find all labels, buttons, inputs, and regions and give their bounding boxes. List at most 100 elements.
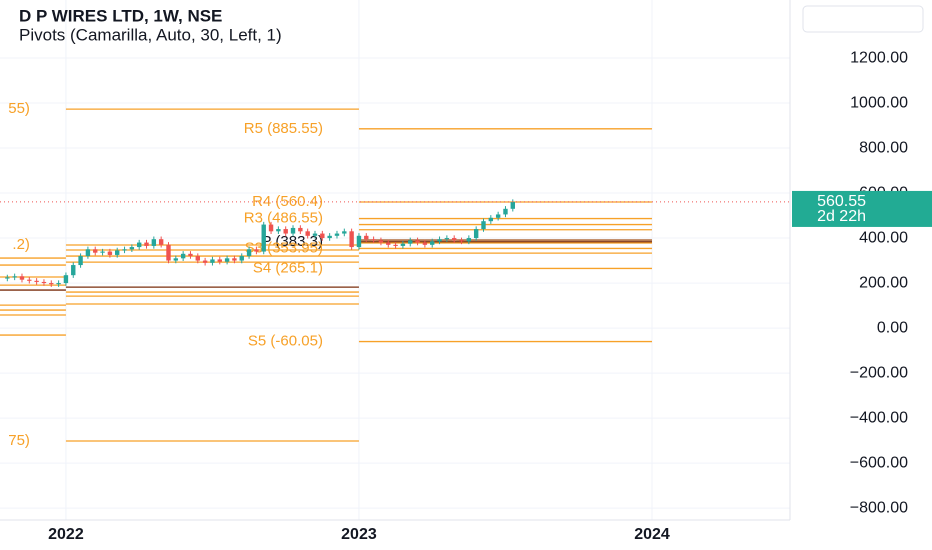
candle-body <box>437 239 442 242</box>
candle-body <box>173 258 179 261</box>
candle-body <box>122 249 127 251</box>
candle-body <box>144 242 149 246</box>
candle-body <box>400 243 406 246</box>
candle-body <box>5 277 10 279</box>
candle-body <box>422 242 428 245</box>
candle-body <box>210 259 215 263</box>
pivot-label: R5 (885.55) <box>244 120 323 137</box>
candle-body <box>290 227 296 234</box>
chart-subtitle: Pivots (Camarilla, Auto, 30, Left, 1) <box>19 25 282 44</box>
y-tick-label: −800.00 <box>850 499 908 516</box>
y-tick-label: 1000.00 <box>850 94 908 111</box>
candle-body <box>283 229 288 234</box>
candle-body <box>386 242 391 245</box>
candle-body <box>444 238 450 240</box>
candle-body <box>254 249 259 252</box>
grid-layer <box>0 0 790 520</box>
candle-body <box>27 279 32 281</box>
candle-body <box>224 258 230 262</box>
y-tick-label: 1200.00 <box>850 49 908 66</box>
candle-body <box>239 256 244 261</box>
candle-body <box>166 244 171 261</box>
candle-body <box>41 281 47 284</box>
candle-body <box>415 240 420 243</box>
candle-body <box>298 227 303 232</box>
candle-body <box>408 240 413 244</box>
candle-body <box>195 256 200 261</box>
candle-body <box>100 251 105 253</box>
candle-body <box>342 231 347 234</box>
chart-title: D P WIRES LTD, 1W, NSE <box>19 6 222 25</box>
candle-body <box>378 240 384 243</box>
candle-body <box>136 242 142 248</box>
candle-body <box>268 224 274 232</box>
candle-body <box>12 276 17 278</box>
candle-body <box>459 240 464 242</box>
candle-body <box>49 283 54 285</box>
countdown-label: 2d 22h <box>817 208 866 225</box>
pivot-label: S4 (265.1) <box>253 259 323 276</box>
candle-body <box>115 250 120 255</box>
y-tick-label: 200.00 <box>859 274 908 291</box>
candle-body <box>320 233 325 239</box>
candle-body <box>71 265 76 276</box>
candle-body <box>305 231 310 236</box>
pivot-label: 75) <box>8 432 30 449</box>
y-tick-label: 0.00 <box>877 319 908 336</box>
pivot-label: S5 (-60.05) <box>248 333 323 350</box>
candle-body <box>217 259 222 262</box>
search-box[interactable] <box>802 5 924 33</box>
y-tick-label: 800.00 <box>859 139 908 156</box>
candle-body <box>276 229 281 232</box>
pivot-label: R3 (486.55) <box>244 210 323 227</box>
candle-body <box>466 238 472 242</box>
candle-body <box>393 244 398 246</box>
pivot-label: 55) <box>8 100 30 117</box>
candle-body <box>246 249 252 257</box>
pivot-label: R4 (560.4) <box>252 193 323 210</box>
candle-body <box>202 260 208 263</box>
candle-body <box>188 253 193 257</box>
candle-body <box>151 239 157 246</box>
candle-body <box>312 233 318 236</box>
y-tick-label: −200.00 <box>850 364 908 381</box>
candle-body <box>481 221 486 230</box>
plot-area: 55) .2) 75) R5 (885.55) R4 (560.4)R3 (486.55… <box>0 100 790 449</box>
x-tick-label: 2023 <box>341 526 377 543</box>
candle-body <box>19 276 25 280</box>
y-tick-label: −400.00 <box>850 409 908 426</box>
candle-body <box>129 247 135 250</box>
candle-body <box>510 201 515 209</box>
candle-body <box>327 235 332 239</box>
candle-body <box>63 275 69 284</box>
candle-body <box>107 251 113 255</box>
candle-body <box>495 214 501 218</box>
x-tick-label: 2022 <box>48 526 84 543</box>
candle-body <box>78 256 83 266</box>
candle-body <box>85 249 91 257</box>
candle-body <box>261 224 266 252</box>
candle-body <box>371 239 376 241</box>
candle-body <box>364 235 369 240</box>
y-tick-label: 400.00 <box>859 229 908 246</box>
candle-body <box>451 238 457 241</box>
y-tick-label: −600.00 <box>850 454 908 471</box>
candle-body <box>180 253 186 259</box>
candle-body <box>56 283 61 285</box>
candle-body <box>488 217 494 222</box>
candle-body <box>334 233 340 236</box>
candle-body <box>93 249 98 253</box>
last-price-box <box>792 190 932 227</box>
last-price-label: 560.55 <box>817 193 866 210</box>
candle-body <box>473 229 479 239</box>
candle-body <box>430 241 435 245</box>
candle-body <box>34 280 39 282</box>
x-tick-label: 2024 <box>634 526 670 543</box>
candle-body <box>356 235 362 248</box>
candle-body <box>349 231 354 248</box>
pivot-label: .2) <box>12 236 30 253</box>
axes-layer: 1200.001000.00800.00600.00400.00200.000.… <box>48 49 932 543</box>
